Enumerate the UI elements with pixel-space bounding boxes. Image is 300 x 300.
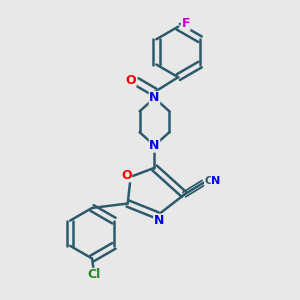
Text: C: C: [205, 176, 213, 186]
Text: Cl: Cl: [87, 268, 100, 281]
Text: O: O: [121, 169, 131, 182]
Text: N: N: [149, 92, 160, 104]
Text: N: N: [149, 139, 160, 152]
Text: N: N: [154, 214, 164, 227]
Text: F: F: [182, 17, 190, 30]
Text: N: N: [212, 176, 220, 186]
Text: O: O: [125, 74, 136, 87]
